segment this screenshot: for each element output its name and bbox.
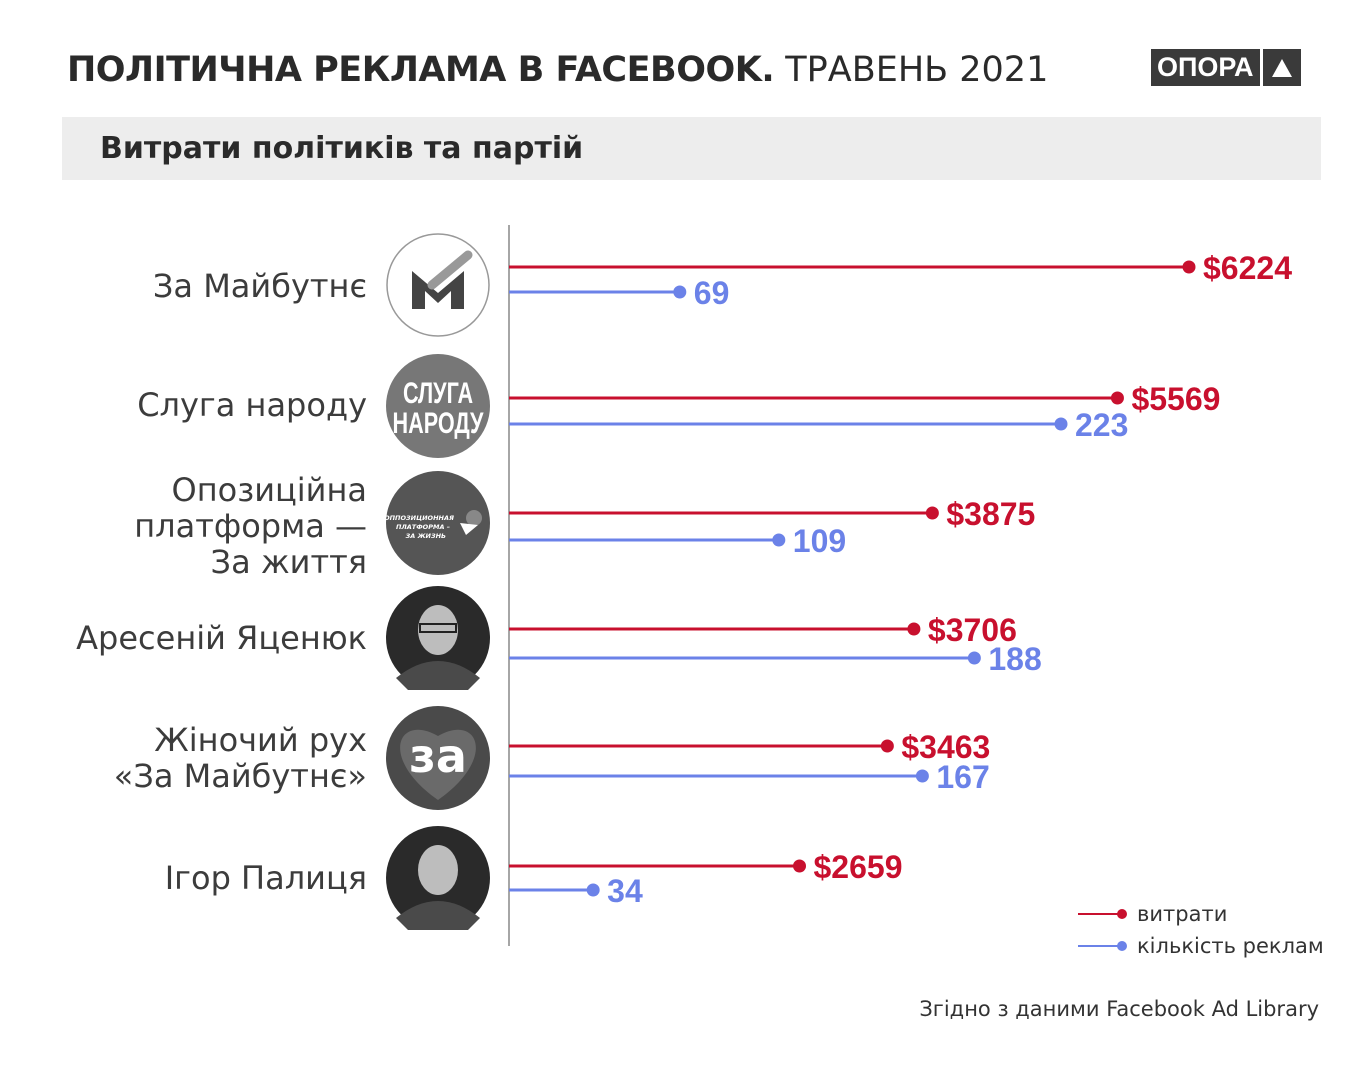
heart-icon (400, 729, 476, 800)
party-logo (386, 233, 490, 337)
party-logo: за (386, 706, 490, 810)
category-label-line: Жіночий рух (154, 721, 367, 759)
ads-value-label: 34 (607, 873, 643, 909)
legend-label: кількість реклам (1137, 934, 1324, 958)
category-label-line: За життя (210, 543, 367, 581)
logo-circle (386, 354, 490, 458)
category-label-line: Слуга народу (137, 386, 367, 424)
spend-value-label: $6224 (1203, 250, 1292, 286)
category-label: Опозиційна платформа — За життя (134, 472, 367, 580)
source-note: Згідно з даними Facebook Ad Library (919, 997, 1319, 1021)
spend-value-label: $3706 (928, 612, 1017, 648)
logo-text: ПЛАТФОРМА – (396, 523, 450, 531)
ads-value-label: 223 (1075, 407, 1128, 443)
logo-text: НАРОДУ (393, 406, 485, 440)
brand-name: ОПОРА (1151, 49, 1260, 86)
bird-icon (460, 523, 478, 535)
ads-dot (1054, 417, 1068, 431)
logo-text: за (409, 729, 467, 783)
title-date: ТРАВЕНЬ 2021 (785, 50, 1049, 90)
ads-value-label: 188 (988, 641, 1041, 677)
category-label-line: Аресеній Яценюк (76, 619, 367, 657)
logo-text: ЗА ЖИЗНЬ (406, 532, 446, 540)
logo-text: ОППОЗИЦИОННАЯ (384, 514, 454, 522)
category-label: Слуга народу (137, 387, 367, 423)
category-label: Аресеній Яценюк (76, 620, 367, 656)
spend-dot (793, 859, 807, 873)
opora-logo: ОПОРА (1151, 49, 1301, 86)
chart-subtitle: Витрати політиків та партій (100, 131, 584, 166)
check-icon (427, 250, 473, 290)
spend-value-label: $3463 (901, 729, 990, 765)
person-head (418, 845, 458, 895)
legend-dot (1117, 909, 1127, 919)
logo-text: СЛУГА (403, 376, 473, 410)
person-head (418, 605, 458, 655)
ads-dot (967, 651, 981, 665)
legend-label: витрати (1137, 902, 1227, 926)
ads-dot (586, 883, 600, 897)
category-label-line: платформа — (134, 507, 367, 545)
page-title: ПОЛІТИЧНА РЕКЛАМА В FACEBOOK. ТРАВЕНЬ 20… (67, 50, 1048, 90)
spend-dot (925, 506, 939, 520)
spend-dot (1182, 260, 1196, 274)
title-bold: ПОЛІТИЧНА РЕКЛАМА В FACEBOOK. (67, 50, 775, 90)
ads-value-label: 69 (694, 275, 730, 311)
ads-dot (915, 769, 929, 783)
legend-dot (1117, 941, 1127, 951)
category-label: За Майбутнє (153, 268, 367, 304)
ads-value-label: 109 (793, 523, 846, 559)
person-body (396, 661, 480, 690)
spend-dot (1110, 391, 1124, 405)
spend-value-label: $3875 (946, 496, 1035, 532)
category-label-line: «За Майбутнє» (113, 757, 367, 795)
party-logo (386, 826, 490, 930)
triangle-icon (1262, 49, 1301, 86)
ads-value-label: 167 (936, 759, 989, 795)
logo-circle (386, 471, 490, 575)
flower-icon (466, 510, 482, 526)
category-label: Ігор Палиця (165, 860, 367, 896)
spend-dot (880, 739, 894, 753)
spend-value-label: $2659 (814, 849, 903, 885)
subtitle-band: Витрати політиків та партій (62, 117, 1321, 180)
person-body (396, 901, 480, 930)
party-logo (386, 586, 490, 690)
ads-dot (673, 285, 687, 299)
ads-dot (772, 533, 786, 547)
category-label-line: Опозиційна (171, 471, 368, 509)
spend-value-label: $5569 (1131, 381, 1220, 417)
category-label-line: За Майбутнє (152, 267, 367, 305)
m-logo-icon (412, 271, 464, 309)
category-label-line: Ігор Палиця (164, 859, 367, 897)
category-label: Жіночий рух «За Майбутнє» (114, 722, 367, 794)
spend-dot (907, 622, 921, 636)
glasses-icon (419, 623, 457, 633)
